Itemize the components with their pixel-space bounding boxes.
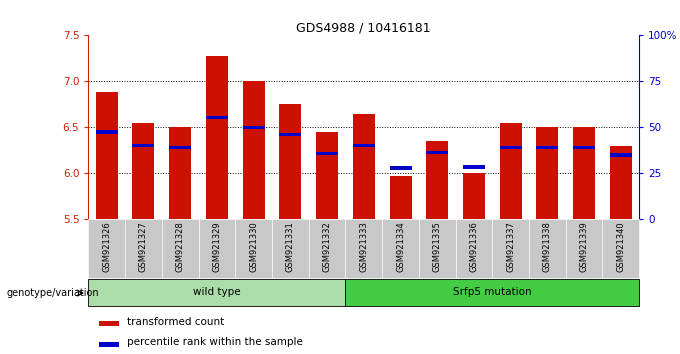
Text: genotype/variation: genotype/variation — [7, 288, 99, 298]
Bar — [345, 279, 639, 307]
Bar — [96, 92, 118, 219]
Text: GSM921332: GSM921332 — [322, 221, 332, 272]
Text: GSM921335: GSM921335 — [432, 221, 442, 272]
Bar — [99, 321, 119, 326]
Bar — [573, 127, 595, 219]
Text: GSM921339: GSM921339 — [579, 221, 589, 272]
Text: GSM921328: GSM921328 — [175, 221, 185, 272]
Bar — [243, 81, 265, 219]
Bar — [610, 146, 632, 219]
Text: GSM921338: GSM921338 — [543, 221, 552, 272]
Bar — [492, 219, 529, 278]
Bar — [500, 123, 522, 219]
Bar — [88, 219, 125, 278]
Bar — [602, 219, 639, 278]
Text: transformed count: transformed count — [127, 317, 224, 327]
Bar — [390, 176, 411, 219]
Bar — [169, 146, 191, 149]
Bar — [426, 151, 448, 154]
Bar — [382, 219, 419, 278]
Bar — [537, 127, 558, 219]
Bar — [426, 141, 448, 219]
Bar — [243, 126, 265, 129]
Bar — [272, 219, 309, 278]
Bar — [500, 146, 522, 149]
Bar — [206, 56, 228, 219]
Text: GSM921340: GSM921340 — [616, 221, 626, 272]
Text: percentile rank within the sample: percentile rank within the sample — [127, 337, 303, 348]
Bar — [463, 173, 485, 219]
Bar — [566, 219, 602, 278]
Bar — [537, 146, 558, 149]
Title: GDS4988 / 10416181: GDS4988 / 10416181 — [296, 21, 431, 34]
Text: GSM921330: GSM921330 — [249, 221, 258, 272]
Bar — [99, 342, 119, 347]
Bar — [419, 219, 456, 278]
Text: Srfp5 mutation: Srfp5 mutation — [453, 287, 532, 297]
Bar — [235, 219, 272, 278]
Bar — [610, 153, 632, 157]
Bar — [316, 132, 338, 219]
Bar — [96, 130, 118, 134]
Bar — [353, 144, 375, 148]
Bar — [169, 127, 191, 219]
Bar — [529, 219, 566, 278]
Bar — [456, 219, 492, 278]
Text: GSM921326: GSM921326 — [102, 221, 112, 272]
Text: GSM921327: GSM921327 — [139, 221, 148, 272]
Text: GSM921333: GSM921333 — [359, 221, 369, 272]
Bar — [162, 219, 199, 278]
Text: GSM921329: GSM921329 — [212, 221, 222, 272]
Bar — [390, 166, 411, 170]
Text: GSM921334: GSM921334 — [396, 221, 405, 272]
Bar — [309, 219, 345, 278]
Bar — [279, 133, 301, 136]
Bar — [125, 219, 162, 278]
Text: GSM921331: GSM921331 — [286, 221, 295, 272]
Bar — [133, 144, 154, 148]
Bar — [353, 114, 375, 219]
Bar — [133, 123, 154, 219]
Bar — [199, 219, 235, 278]
Bar — [345, 219, 382, 278]
Bar — [206, 116, 228, 119]
Text: GSM921336: GSM921336 — [469, 221, 479, 272]
Bar — [88, 279, 345, 307]
Text: GSM921337: GSM921337 — [506, 221, 515, 272]
Bar — [279, 104, 301, 219]
Bar — [463, 165, 485, 169]
Text: wild type: wild type — [193, 287, 241, 297]
Bar — [573, 146, 595, 149]
Bar — [316, 152, 338, 155]
